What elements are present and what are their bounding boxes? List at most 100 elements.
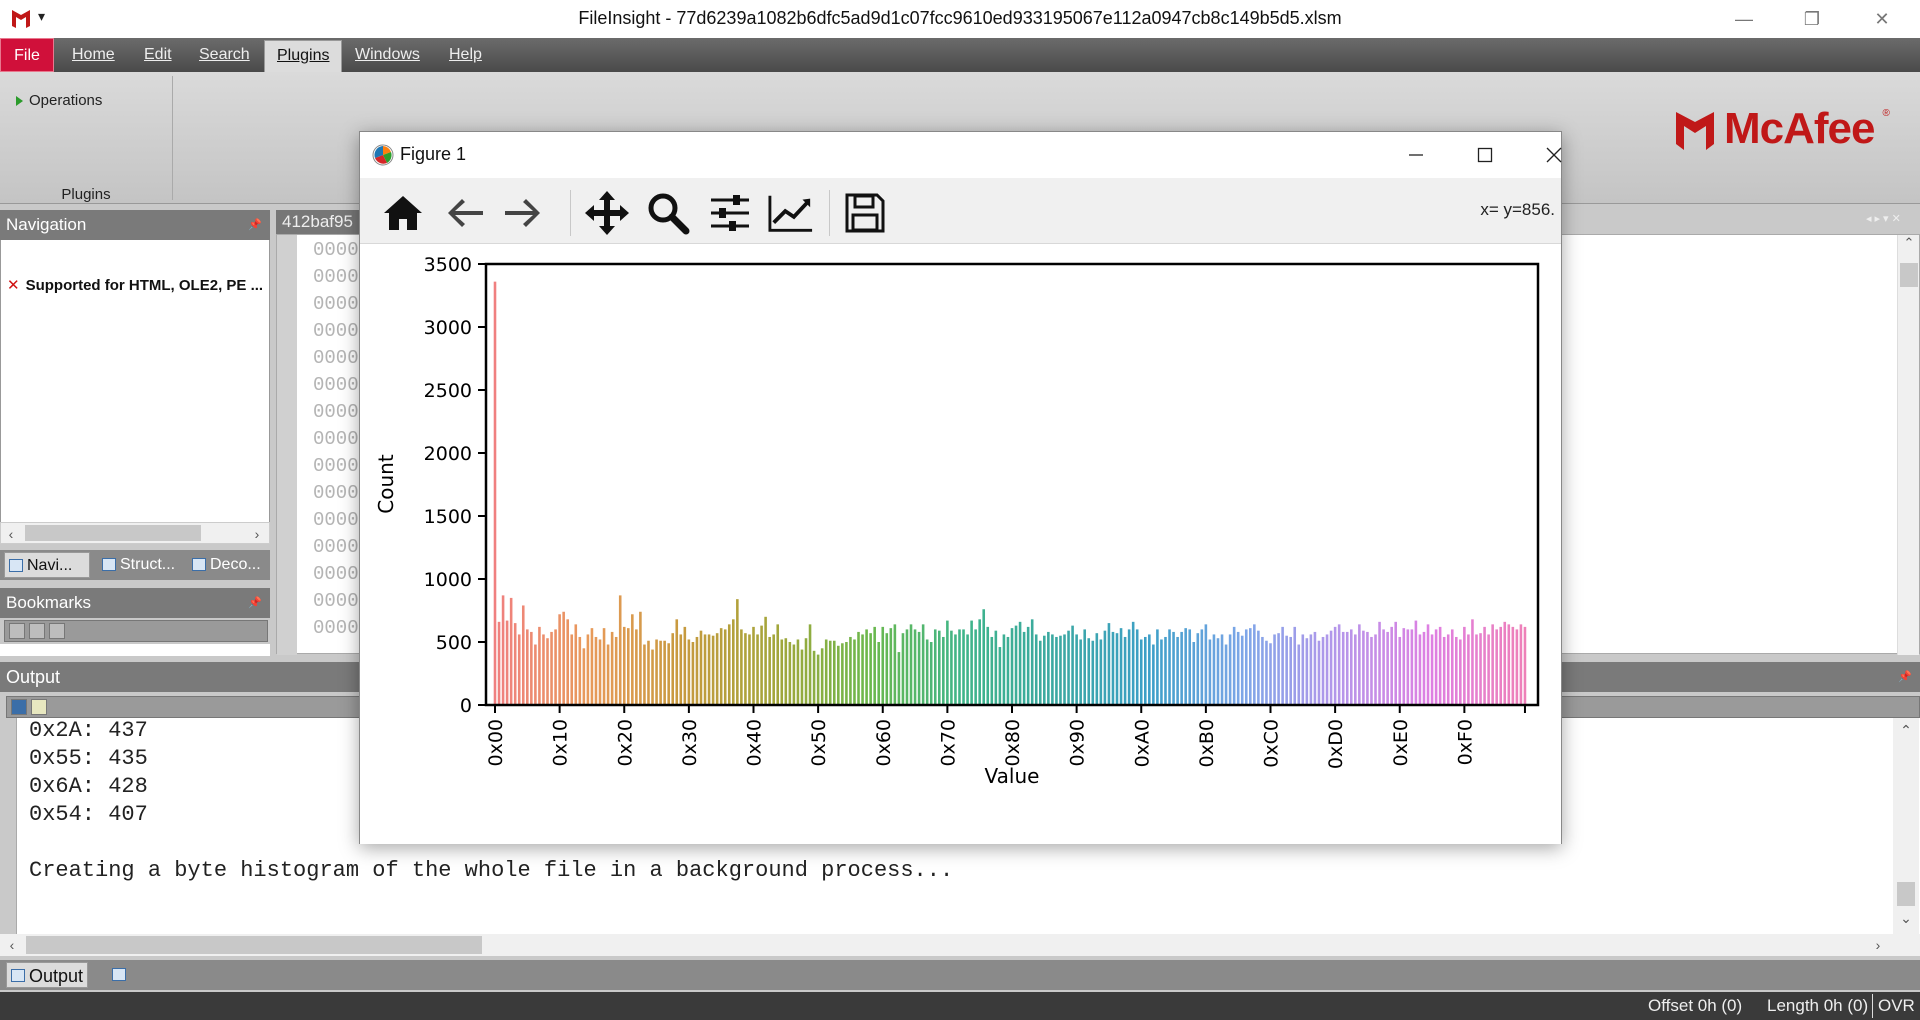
output-vscrollbar[interactable]: ⌃ ⌄ xyxy=(1893,718,1919,934)
figure-maximize-button[interactable] xyxy=(1455,132,1515,178)
hex-vscrollbar[interactable]: ⌃ xyxy=(1897,235,1919,655)
maximize-icon xyxy=(1477,147,1493,163)
histogram-bar xyxy=(1394,621,1397,705)
python-tab-icon[interactable] xyxy=(112,968,126,981)
navigation-hscrollbar[interactable]: ‹ › xyxy=(0,522,270,544)
histogram-bar xyxy=(1358,624,1361,705)
mcafee-app-icon[interactable] xyxy=(10,7,32,29)
editor-tab[interactable]: 412baf95 xyxy=(276,210,364,234)
scroll-thumb[interactable] xyxy=(1897,882,1915,906)
histogram-bar xyxy=(913,629,917,705)
histogram-bar xyxy=(792,644,796,705)
scroll-up-icon[interactable]: ⌃ xyxy=(1900,722,1912,738)
hex-offset: 0000 xyxy=(313,455,359,477)
histogram-bar xyxy=(505,620,509,705)
zoom-button[interactable] xyxy=(645,190,691,236)
menu-windows[interactable]: Windows xyxy=(355,46,420,63)
histogram-bar xyxy=(1063,634,1066,705)
scroll-left-icon[interactable]: ‹ xyxy=(8,526,14,542)
home-icon xyxy=(384,196,422,230)
clear-output-icon[interactable] xyxy=(31,699,47,715)
histogram-bar xyxy=(606,644,610,705)
scroll-thumb[interactable] xyxy=(26,936,482,954)
x-tick-label: 0x60 xyxy=(873,719,895,767)
histogram-bar xyxy=(715,633,719,705)
pan-button[interactable] xyxy=(584,190,630,236)
tab-output[interactable]: Output xyxy=(6,962,88,988)
histogram-bar xyxy=(752,626,755,705)
x-tick-label: 0x30 xyxy=(679,719,701,767)
edit-bookmark-icon[interactable] xyxy=(9,623,25,639)
scroll-thumb[interactable] xyxy=(25,525,201,541)
histogram-bar xyxy=(687,639,691,705)
pin-icon[interactable]: 📌 xyxy=(248,219,262,231)
output-hscrollbar[interactable]: ‹ › xyxy=(0,934,1920,956)
histogram-bar xyxy=(824,639,828,705)
quick-access-dropdown-icon[interactable]: ▾ xyxy=(38,8,46,24)
menu-edit[interactable]: Edit xyxy=(144,46,172,63)
forward-button[interactable] xyxy=(500,190,546,236)
save-output-icon[interactable] xyxy=(11,699,27,715)
minimize-button[interactable]: — xyxy=(1735,8,1753,29)
figure-minimize-button[interactable] xyxy=(1386,132,1446,178)
histogram-bar xyxy=(1265,640,1268,705)
histogram-bar xyxy=(828,640,832,705)
scroll-thumb[interactable] xyxy=(1900,263,1918,287)
scroll-up-icon[interactable]: ⌃ xyxy=(1903,235,1915,250)
home-button[interactable] xyxy=(380,190,426,236)
tab-navigation[interactable]: Navi... xyxy=(4,552,90,578)
histogram-bar xyxy=(1422,631,1426,705)
scroll-left-icon[interactable]: ‹ xyxy=(9,937,15,953)
histogram-bar xyxy=(1398,636,1402,705)
histogram-bar xyxy=(1305,638,1309,705)
scroll-right-icon[interactable]: › xyxy=(1875,937,1881,953)
configure-subplots-icon xyxy=(711,195,749,231)
restore-button[interactable]: ❐ xyxy=(1803,8,1821,29)
pin-icon[interactable]: 📌 xyxy=(1898,671,1912,683)
histogram-bar xyxy=(1313,631,1317,705)
tab-controls[interactable]: ◂▸▾✕ xyxy=(1866,213,1904,225)
histogram-bar xyxy=(1002,634,1006,705)
menu-search[interactable]: Search xyxy=(199,46,250,63)
pin-icon[interactable]: 📌 xyxy=(248,597,262,609)
go-bookmark-icon[interactable] xyxy=(29,623,45,639)
menu-plugins[interactable]: Plugins xyxy=(264,40,343,74)
scroll-right-icon[interactable]: › xyxy=(254,526,260,542)
y-tick-label: 1000 xyxy=(424,569,472,591)
histogram-bar xyxy=(1370,636,1373,705)
close-button[interactable]: ✕ xyxy=(1874,8,1890,29)
histogram-bar xyxy=(501,595,505,705)
navigation-item[interactable]: ✕ Supported for HTML, OLE2, PE ... xyxy=(7,276,263,295)
histogram-bar xyxy=(695,636,699,705)
histogram-bar xyxy=(1382,629,1385,705)
figure-close-button[interactable] xyxy=(1524,132,1584,178)
histogram-bar xyxy=(760,625,763,705)
output-line: 0x55: 435 xyxy=(29,746,148,771)
operations-button[interactable]: Operations xyxy=(16,92,102,109)
output-tab-icon xyxy=(11,969,25,982)
histogram-bar xyxy=(756,634,759,705)
menu-home[interactable]: Home xyxy=(72,46,115,63)
edit-axis-button[interactable] xyxy=(768,190,814,236)
scroll-down-icon[interactable]: ⌄ xyxy=(1900,910,1912,926)
output-line: Creating a byte histogram of the whole f… xyxy=(29,858,954,883)
x-tick-label: 0xD0 xyxy=(1325,719,1347,769)
histogram-bar xyxy=(1374,634,1377,705)
delete-bookmark-icon[interactable] xyxy=(49,623,65,639)
y-tick-label: 3000 xyxy=(424,317,472,339)
tab-decode[interactable]: Deco... xyxy=(188,552,261,578)
histogram-bar xyxy=(582,648,586,705)
decode-tab-icon xyxy=(192,558,206,571)
histogram-bar xyxy=(1515,629,1519,705)
configure-subplots-button[interactable] xyxy=(707,190,753,236)
back-button[interactable] xyxy=(442,190,488,236)
tab-structure[interactable]: Struct... xyxy=(98,552,175,578)
menu-help[interactable]: Help xyxy=(449,46,482,63)
menu-file[interactable]: File xyxy=(0,38,54,72)
histogram-bar xyxy=(893,624,897,705)
save-figure-button[interactable] xyxy=(842,190,888,236)
histogram-bar xyxy=(1467,634,1470,705)
navigation-title: Navigation xyxy=(6,215,87,234)
forward-arrow-icon xyxy=(505,199,540,227)
plot-area[interactable]: 0 500 1000 1500 2000 2500 3000 3500 0x00 0x10 0x2… xyxy=(360,244,1561,844)
